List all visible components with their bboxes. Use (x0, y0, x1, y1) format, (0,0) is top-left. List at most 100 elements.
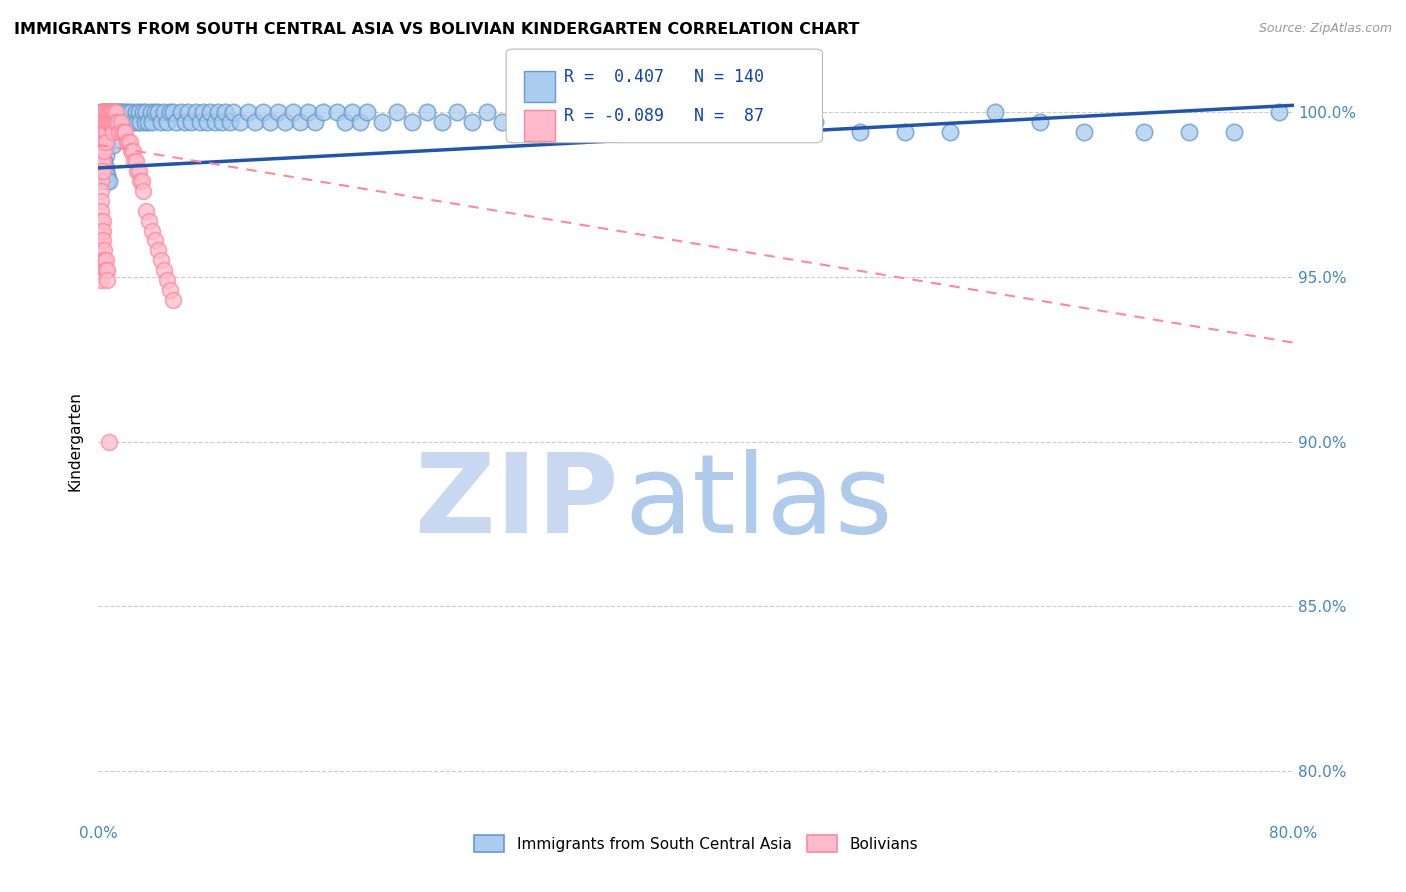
Point (446, 104, 468, 119)
Point (90, 135, 112, 149)
Point (101, 125, 124, 139)
Point (101, 104, 124, 119)
Point (984, 104, 1007, 119)
Point (90, 194, 112, 208)
Point (103, 104, 125, 119)
Point (135, 203, 157, 218)
Point (103, 115, 125, 129)
Point (156, 115, 179, 129)
Point (97, 104, 120, 119)
Point (132, 184, 155, 198)
Point (114, 125, 136, 139)
Point (90, 263, 112, 277)
Point (107, 115, 129, 129)
Point (520, 115, 543, 129)
Point (104, 104, 127, 119)
Point (174, 115, 197, 129)
Point (112, 115, 135, 129)
Point (111, 125, 134, 139)
Point (222, 104, 245, 119)
Point (132, 104, 155, 119)
Point (93, 125, 115, 139)
Point (104, 115, 127, 129)
Point (129, 115, 152, 129)
Point (1028, 115, 1050, 129)
Point (159, 104, 181, 119)
Point (550, 115, 572, 129)
Point (267, 104, 290, 119)
Point (90, 253, 112, 268)
Point (121, 115, 143, 129)
Point (91, 234, 114, 248)
Point (150, 253, 173, 268)
Point (581, 115, 603, 129)
Point (184, 104, 207, 119)
Point (125, 104, 148, 119)
Point (103, 104, 125, 119)
Point (90, 104, 112, 119)
Point (96, 168, 118, 182)
Point (200, 104, 222, 119)
Text: R =  0.407   N = 140: R = 0.407 N = 140 (564, 69, 763, 87)
Point (96, 104, 118, 119)
Point (1073, 125, 1095, 139)
Point (326, 104, 349, 119)
Point (188, 115, 211, 129)
Point (91, 104, 114, 119)
Point (91, 223, 114, 237)
Point (90, 125, 112, 139)
Point (148, 244, 170, 258)
Point (311, 104, 333, 119)
Point (91, 213, 114, 227)
Point (125, 154, 148, 169)
Point (245, 115, 267, 129)
Point (1223, 125, 1246, 139)
Point (96, 104, 118, 119)
Point (98, 104, 122, 119)
Text: Source: ZipAtlas.com: Source: ZipAtlas.com (1258, 22, 1392, 36)
Point (506, 104, 529, 119)
Point (93, 244, 115, 258)
Point (136, 115, 159, 129)
Point (94, 125, 117, 139)
Point (669, 115, 692, 129)
Point (93, 104, 115, 119)
Text: IMMIGRANTS FROM SOUTH CENTRAL ASIA VS BOLIVIAN KINDERGARTEN CORRELATION CHART: IMMIGRANTS FROM SOUTH CENTRAL ASIA VS BO… (14, 22, 859, 37)
Point (204, 115, 226, 129)
Point (108, 125, 131, 139)
Point (236, 104, 259, 119)
Point (90, 164, 112, 178)
Point (211, 115, 233, 129)
Point (93, 145, 115, 159)
Point (91, 125, 114, 139)
Point (128, 164, 150, 178)
Point (90, 145, 112, 159)
Point (101, 115, 124, 129)
Point (90, 184, 112, 198)
Point (90, 203, 112, 218)
Point (1178, 125, 1201, 139)
Text: ZIP: ZIP (415, 449, 619, 556)
Point (139, 104, 162, 119)
Point (153, 263, 176, 277)
Point (97, 104, 120, 119)
Point (93, 125, 115, 139)
Point (93, 115, 115, 129)
Point (91, 154, 114, 169)
Point (128, 104, 150, 119)
Point (93, 137, 115, 152)
Point (141, 223, 163, 237)
Point (565, 104, 588, 119)
Y-axis label: Kindergarten: Kindergarten (67, 392, 83, 491)
Point (491, 115, 513, 129)
Point (894, 125, 917, 139)
Point (96, 115, 118, 129)
Point (98, 115, 122, 129)
Point (536, 104, 558, 119)
Point (107, 115, 129, 129)
Point (90, 234, 112, 248)
Point (90, 104, 112, 119)
Point (153, 104, 176, 119)
Point (90, 115, 112, 129)
Point (91, 104, 114, 119)
